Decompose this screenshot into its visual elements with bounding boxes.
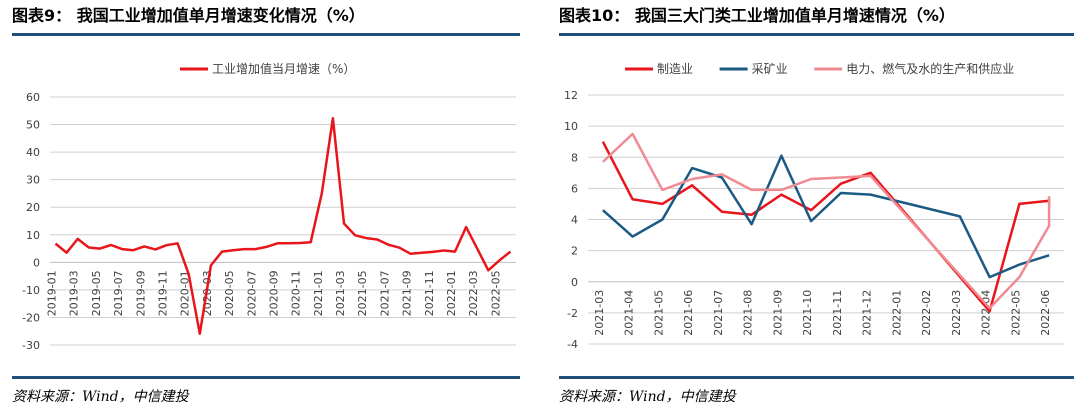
- right-chart-title: 图表10： 我国三大门类工业增加值单月增速情况（%）: [559, 6, 955, 25]
- left-x-tick-label: 2019-03: [68, 270, 81, 316]
- left-x-tick-label: 2021-07: [378, 270, 391, 316]
- left-y-tick-label: 60: [26, 91, 40, 104]
- left-y-tick-label: 10: [26, 229, 40, 242]
- left-x-tick-label: 2021-11: [423, 270, 436, 316]
- right-legend-label-2: 电力、燃气及水的生产和供应业: [846, 61, 1014, 76]
- left-x-tick-label: 2021-09: [401, 270, 414, 316]
- right-x-tick-label: 2022-03: [950, 290, 963, 336]
- left-x-tick-label: 2019-05: [90, 270, 103, 316]
- right-x-tick-label: 2021-09: [771, 290, 784, 336]
- right-y-tick-label: 2: [571, 245, 578, 258]
- left-y-tick-label: 30: [26, 174, 40, 187]
- right-footer-rule: [559, 376, 1074, 379]
- right-x-tick-label: 2021-10: [801, 290, 814, 336]
- right-x-tick-label: 2021-12: [861, 290, 874, 336]
- right-source-note: 资料来源：Wind，中信建投: [559, 389, 736, 405]
- left-x-tick-label: 2021-01: [312, 270, 325, 316]
- left-line-chart: -30 -20 -10 0 10 20 30 40 50 60 2019-01 2019-03 2019…: [22, 61, 516, 352]
- left-y-tick-label: -10: [22, 284, 40, 297]
- left-chart-title: 图表9： 我国工业增加值单月增速变化情况（%）: [12, 6, 365, 25]
- right-x-tick-label: 2022-05: [1009, 290, 1022, 336]
- right-line-chart: -4 -2 0 2 4 6 8 10 12 2021-03 2021-04 2021-05 2021-0…: [564, 61, 1064, 351]
- left-x-tick-label: 2021-05: [356, 270, 369, 316]
- right-series-line-2: [602, 132, 1051, 310]
- right-x-tick-label: 2022-02: [920, 290, 933, 336]
- right-legend-label-0: 制造业: [657, 62, 693, 76]
- right-legend-label-1: 采矿业: [752, 62, 788, 76]
- right-x-tick-label: 2021-07: [712, 290, 725, 336]
- right-y-tick-label: 4: [571, 214, 578, 227]
- right-series-line-1: [602, 154, 1050, 279]
- right-x-tick-label: 2022-01: [890, 290, 903, 336]
- right-y-tick-label: 12: [564, 89, 578, 102]
- left-x-tick-label: 2022-03: [467, 270, 480, 316]
- right-x-tick-label: 2021-08: [742, 290, 755, 336]
- left-x-tick-label: 2019-01: [46, 270, 59, 316]
- left-y-tick-label: 20: [26, 201, 40, 214]
- left-x-tick-label: 2020-07: [245, 270, 258, 316]
- left-x-tick-label: 2020-01: [179, 270, 192, 316]
- left-x-tick-label: 2019-09: [134, 270, 147, 316]
- left-title-rule: [12, 33, 520, 36]
- left-x-tick-label: 2021-03: [334, 270, 347, 316]
- right-x-tick-label: 2021-04: [623, 290, 636, 336]
- right-chart-panel: 图表10： 我国三大门类工业增加值单月增速情况（%） -4 -2 0 2 4 6 8 10 12…: [553, 0, 1080, 407]
- left-x-tick-label: 2020-05: [223, 270, 236, 316]
- left-legend-label-0: 工业增加值当月增速（%）: [212, 61, 355, 76]
- right-series-line-0: [601, 141, 1051, 313]
- left-y-tick-label: 50: [26, 119, 40, 132]
- right-x-tick-label: 2021-03: [593, 290, 606, 336]
- right-y-tick-label: -4: [567, 338, 578, 351]
- left-chart-panel: 图表9： 我国工业增加值单月增速变化情况（%） -30 -20 -10 0 10 20 30…: [0, 0, 530, 407]
- left-series-line-0: [54, 116, 512, 335]
- right-y-tick-label: 0: [571, 276, 578, 289]
- right-title-rule: [559, 33, 1074, 36]
- left-x-tick-label: 2022-05: [489, 270, 502, 316]
- right-x-tick-label: 2022-04: [980, 290, 993, 336]
- left-source-note: 资料来源：Wind，中信建投: [12, 389, 189, 405]
- left-x-tick-label: 2022-01: [445, 270, 458, 316]
- left-y-tick-label: 0: [33, 256, 40, 269]
- right-y-tick-label: 8: [571, 151, 578, 164]
- left-x-tick-label: 2020-11: [290, 270, 303, 316]
- left-x-tick-label: 2020-09: [267, 270, 280, 316]
- right-x-tick-label: 2021-11: [831, 290, 844, 336]
- left-x-tick-label: 2019-07: [112, 270, 125, 316]
- right-x-tick-label: 2021-05: [652, 290, 665, 336]
- right-x-tick-label: 2022-06: [1039, 290, 1052, 336]
- right-y-tick-label: -2: [567, 307, 578, 320]
- right-y-tick-label: 10: [564, 120, 578, 133]
- left-x-tick-label: 2019-11: [157, 270, 170, 316]
- left-footer-rule: [12, 376, 520, 379]
- right-y-tick-label: 6: [571, 182, 578, 195]
- right-x-tick-label: 2021-06: [682, 290, 695, 336]
- left-y-tick-label: -20: [22, 311, 40, 324]
- left-y-tick-label: 40: [26, 146, 40, 159]
- left-y-tick-label: -30: [22, 339, 40, 352]
